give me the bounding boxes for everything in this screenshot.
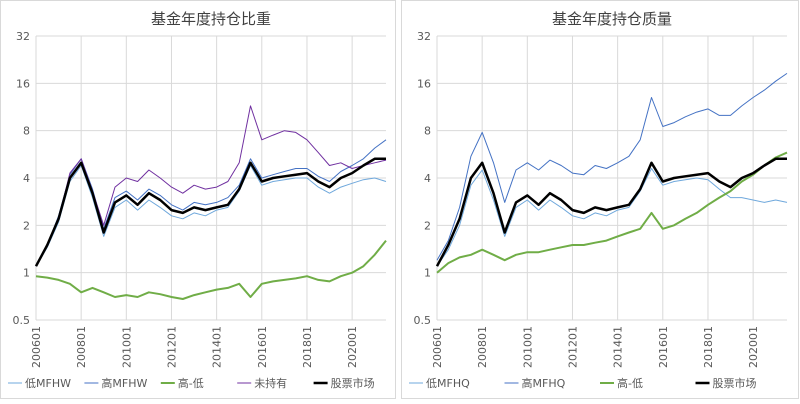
- chart-title: 基金年度持仓比重: [151, 10, 271, 28]
- y-tick-label: 4: [424, 172, 431, 185]
- x-tick-label: 201601: [256, 326, 269, 368]
- y-tick-label: 16: [16, 77, 30, 90]
- legend-label: 高MFHQ: [522, 376, 566, 390]
- line: [436, 72, 788, 261]
- y-tick-label: 2: [424, 219, 431, 232]
- panel-border: [401, 0, 799, 399]
- x-tick-label: 200601: [30, 326, 43, 368]
- x-tick-label: 201201: [165, 326, 178, 368]
- x-tick-label: 200801: [476, 326, 489, 368]
- x-tick-label: 202001: [747, 326, 760, 368]
- line: [436, 151, 788, 274]
- y-tick-label: 8: [424, 125, 431, 138]
- legend-label: 未持有: [254, 376, 287, 390]
- x-tick-label: 201801: [702, 326, 715, 368]
- y-tick-label: 16: [417, 77, 431, 90]
- line: [436, 168, 788, 267]
- x-tick-label: 200801: [75, 326, 88, 368]
- y-tick-label: 2: [23, 219, 30, 232]
- x-tick-label: 201801: [301, 326, 314, 368]
- legend-label: 高MFHW: [101, 376, 147, 390]
- y-tick-label: 32: [16, 30, 30, 43]
- x-tick-label: 202001: [346, 326, 359, 368]
- chart-title: 基金年度持仓质量: [552, 10, 672, 28]
- x-tick-label: 201401: [211, 326, 224, 368]
- x-tick-label: 200601: [431, 326, 444, 368]
- line: [35, 239, 387, 300]
- x-tick-label: 201401: [612, 326, 625, 368]
- y-tick-label: 32: [417, 30, 431, 43]
- y-tick-label: 0.5: [414, 314, 432, 327]
- y-tick-label: 4: [23, 172, 30, 185]
- legend-label: 低MFHQ: [426, 377, 470, 390]
- x-tick-label: 201001: [521, 326, 534, 368]
- x-tick-label: 201601: [657, 326, 670, 368]
- y-tick-label: 0.5: [13, 314, 31, 327]
- legend-label: 低MFHW: [25, 377, 71, 390]
- legend-label: 股票市场: [331, 376, 375, 390]
- panel-border: [0, 0, 396, 399]
- y-tick-label: 1: [424, 267, 431, 280]
- line: [35, 139, 387, 267]
- y-tick-label: 1: [23, 267, 30, 280]
- y-tick-label: 8: [23, 125, 30, 138]
- legend-label: 股票市场: [713, 376, 757, 390]
- line: [435, 157, 787, 267]
- legend-label: 高-低: [178, 376, 204, 390]
- x-tick-label: 201001: [120, 326, 133, 368]
- line: [34, 157, 386, 267]
- legend-label: 高-低: [617, 376, 643, 390]
- x-tick-label: 201201: [566, 326, 579, 368]
